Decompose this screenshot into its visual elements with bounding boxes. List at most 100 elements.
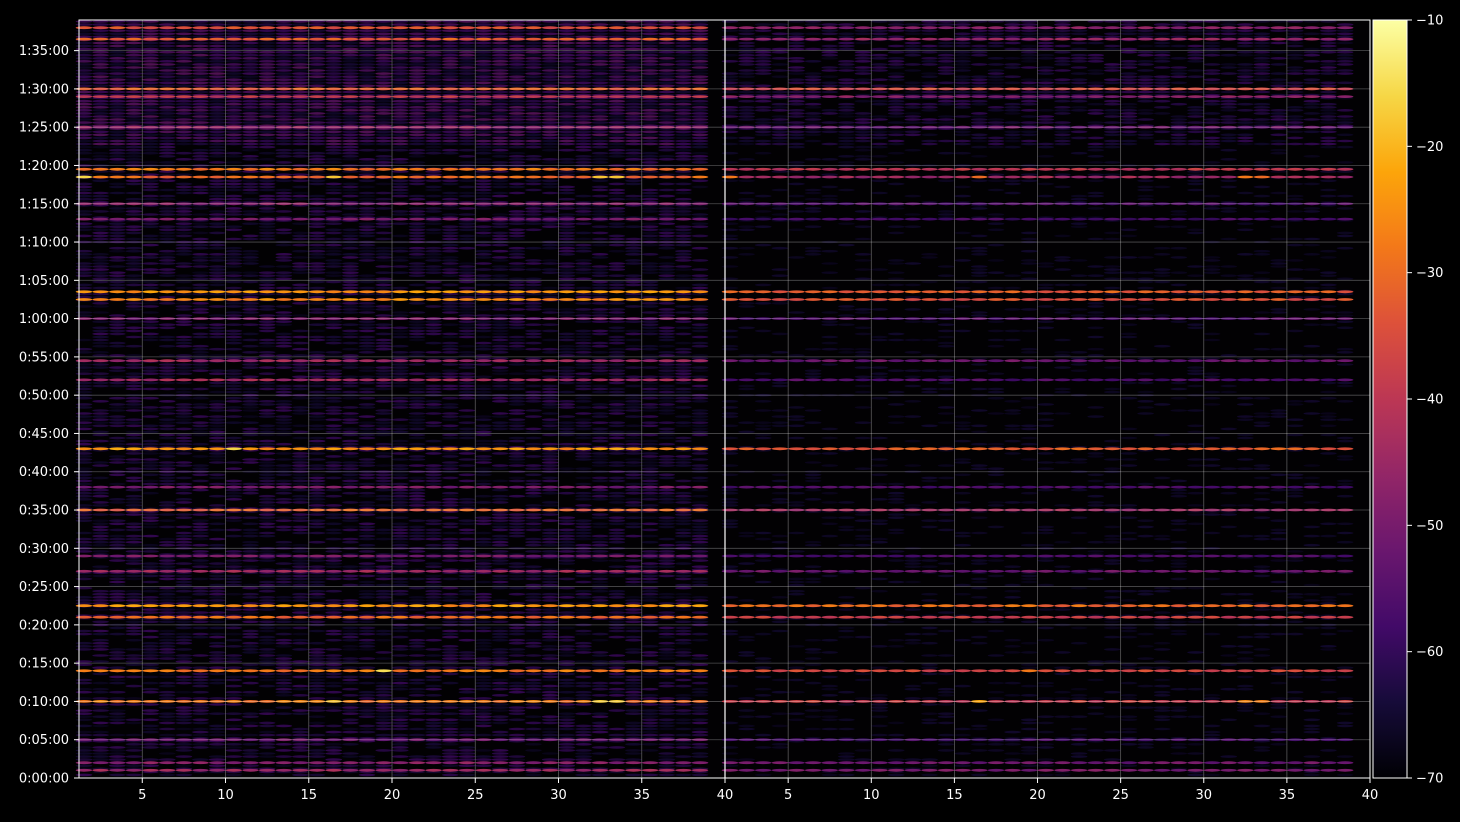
- heatmap-cell: [292, 244, 309, 247]
- heatmap-cell: [276, 161, 293, 164]
- heatmap-cell: [375, 323, 392, 326]
- heatmap-cell: [192, 278, 209, 281]
- heatmap-cell: [142, 642, 159, 645]
- heatmap-cell: [492, 755, 509, 758]
- heatmap-cell: [609, 412, 626, 415]
- heatmap-cell: [692, 336, 709, 339]
- heatmap-cell: [309, 590, 326, 593]
- heatmap-cell: [642, 464, 659, 467]
- heatmap-cell: [475, 719, 492, 722]
- heatmap-cell: [475, 663, 492, 666]
- heatmap-cell: [592, 440, 609, 443]
- heatmap-cell: [142, 320, 159, 323]
- heatmap-cell: [209, 764, 226, 767]
- heatmap-cell: [509, 232, 526, 235]
- heatmap-cell: [559, 250, 576, 253]
- heatmap-cell: [209, 385, 226, 388]
- heatmap-cell: [292, 354, 309, 357]
- heatmap-cell: [525, 369, 542, 372]
- heatmap-cell: [325, 262, 342, 265]
- heatmap-cell: [309, 504, 326, 507]
- heatmap-cell: [625, 198, 642, 201]
- heatmap-cell: [525, 513, 542, 516]
- heatmap-cell: [109, 403, 126, 406]
- heatmap-cell: [342, 608, 359, 611]
- heatmap-cell: [126, 250, 143, 253]
- heatmap-cell: [692, 434, 709, 437]
- heatmap-cell: [192, 425, 209, 428]
- heatmap-cell: [625, 440, 642, 443]
- heatmap-cell: [259, 526, 276, 529]
- heatmap-cell: [658, 461, 675, 464]
- heatmap-cell: [692, 719, 709, 722]
- heatmap-cell: [525, 504, 542, 507]
- heatmap-cell: [159, 642, 176, 645]
- heatmap-cell: [492, 339, 509, 342]
- heatmap-cell: [392, 544, 409, 547]
- heatmap-cell: [142, 366, 159, 369]
- heatmap-cell: [276, 259, 293, 262]
- heatmap-cell: [142, 238, 159, 241]
- heatmap-cell: [425, 584, 442, 587]
- heatmap-cell: [575, 731, 592, 734]
- heatmap-cell: [375, 575, 392, 578]
- heatmap-cell: [375, 691, 392, 694]
- heatmap-cell: [592, 363, 609, 366]
- heatmap-cell: [142, 180, 159, 183]
- heatmap-cell: [509, 734, 526, 737]
- heatmap-cell: [658, 746, 675, 749]
- heatmap-cell: [342, 630, 359, 633]
- heatmap-cell: [126, 627, 143, 630]
- heatmap-cell: [592, 342, 609, 345]
- heatmap-cell: [675, 608, 692, 611]
- heatmap-cell: [475, 596, 492, 599]
- heatmap-cell: [442, 651, 459, 654]
- heatmap-cell: [475, 709, 492, 712]
- heatmap-cell: [575, 418, 592, 421]
- heatmap-cell: [76, 195, 93, 198]
- heatmap-cell: [425, 403, 442, 406]
- heatmap-cell: [392, 351, 409, 354]
- heatmap-cell: [409, 587, 426, 590]
- heatmap-cell: [192, 155, 209, 158]
- heatmap-cell: [692, 691, 709, 694]
- heatmap-cell: [192, 323, 209, 326]
- heatmap-cell: [92, 268, 109, 271]
- heatmap-cell: [575, 504, 592, 507]
- heatmap-cell: [392, 210, 409, 213]
- heatmap-cell: [92, 238, 109, 241]
- heatmap-cell: [192, 691, 209, 694]
- heatmap-cell: [658, 244, 675, 247]
- heatmap-cell: [259, 755, 276, 758]
- heatmap-cell: [325, 327, 342, 330]
- heatmap-cell: [525, 372, 542, 375]
- heatmap-cell: [92, 673, 109, 676]
- heatmap-cell: [609, 734, 626, 737]
- heatmap-cell: [309, 180, 326, 183]
- heatmap-cell: [375, 599, 392, 602]
- heatmap-cell: [542, 731, 559, 734]
- heatmap-cell: [92, 409, 109, 412]
- heatmap-cell: [409, 559, 426, 562]
- heatmap-cell: [176, 372, 193, 375]
- heatmap-cell: [525, 210, 542, 213]
- heatmap-cell: [459, 305, 476, 308]
- heatmap-cell: [292, 627, 309, 630]
- heatmap-cell: [126, 443, 143, 446]
- heatmap-cell: [592, 244, 609, 247]
- heatmap-cell: [109, 676, 126, 679]
- heatmap-cell: [392, 495, 409, 498]
- heatmap-cell: [692, 464, 709, 467]
- heatmap-cell: [609, 213, 626, 216]
- heatmap-cell: [392, 590, 409, 593]
- heatmap-cell: [76, 265, 93, 268]
- heatmap-cell: [375, 366, 392, 369]
- heatmap-cell: [342, 575, 359, 578]
- heatmap-cell: [92, 504, 109, 507]
- heatmap-cell: [492, 722, 509, 725]
- heatmap-cell: [76, 225, 93, 228]
- heatmap-cell: [675, 351, 692, 354]
- heatmap-cell: [392, 648, 409, 651]
- heatmap-cell: [658, 369, 675, 372]
- heatmap-cell: [609, 425, 626, 428]
